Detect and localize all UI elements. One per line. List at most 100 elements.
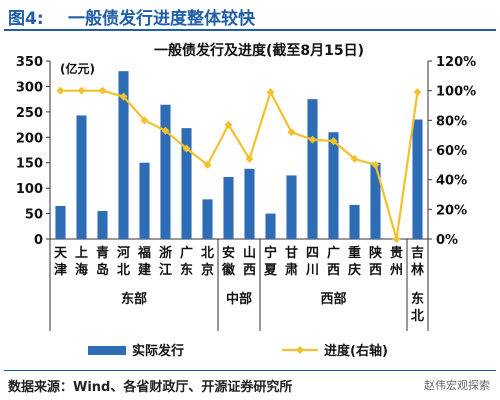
category-label-17: 吉 bbox=[411, 246, 424, 261]
bar-14 bbox=[349, 204, 360, 239]
right-tick-label: 80% bbox=[436, 114, 467, 129]
progress-marker-4 bbox=[140, 116, 149, 125]
category-label-2: 岛 bbox=[96, 262, 109, 278]
category-label-12: 川 bbox=[305, 263, 319, 278]
figure-header: 图4: 一般债发行进度整体较快 bbox=[0, 0, 500, 31]
category-label-16: 州 bbox=[389, 263, 403, 278]
watermark: 赵伟宏观探索 bbox=[424, 379, 490, 392]
source-note: 数据来源：Wind、各省财政厅、开源证券研究所 bbox=[8, 380, 293, 395]
bar-11 bbox=[286, 175, 297, 239]
group-label: 中部 bbox=[226, 291, 252, 307]
chart-title: 一般债发行及进度(截至8月15日) bbox=[154, 42, 364, 59]
category-label-13: 广 bbox=[327, 245, 340, 261]
category-label-13: 西 bbox=[327, 263, 340, 278]
category-label-1: 上 bbox=[75, 246, 88, 261]
left-tick-label: 300 bbox=[16, 80, 43, 95]
category-label-16: 贵 bbox=[390, 245, 403, 261]
category-label-14: 庆 bbox=[347, 262, 361, 278]
bar-1 bbox=[76, 115, 87, 239]
left-tick-label: 200 bbox=[16, 131, 43, 146]
category-label-6: 广 bbox=[180, 245, 193, 261]
category-label-10: 宁 bbox=[264, 245, 277, 261]
progress-line bbox=[60, 89, 419, 240]
group-label: 东 bbox=[411, 291, 424, 307]
bar-9 bbox=[244, 168, 255, 239]
left-tick-label: 50 bbox=[25, 208, 43, 223]
category-label-8: 徽 bbox=[221, 262, 236, 278]
bar-3 bbox=[118, 71, 129, 240]
group-label: 西部 bbox=[320, 291, 346, 307]
category-label-7: 京 bbox=[201, 262, 214, 278]
category-label-7: 北 bbox=[201, 246, 214, 261]
category-label-5: 浙 bbox=[159, 245, 172, 261]
left-tick-label: 150 bbox=[16, 157, 43, 172]
progress-marker-7 bbox=[203, 160, 212, 169]
progress-marker-3 bbox=[119, 92, 128, 101]
progress-marker-6 bbox=[182, 144, 191, 153]
category-label-17: 林 bbox=[411, 262, 424, 278]
progress-marker-12 bbox=[308, 135, 317, 144]
bar-2 bbox=[97, 211, 108, 239]
category-label-1: 海 bbox=[75, 262, 88, 278]
right-tick-label: 100% bbox=[436, 85, 476, 100]
progress-marker-14 bbox=[350, 154, 359, 163]
progress-marker-11 bbox=[287, 128, 296, 137]
progress-marker-0 bbox=[56, 86, 65, 95]
legend-bar-label: 实际发行 bbox=[132, 343, 184, 359]
bar-6 bbox=[181, 128, 192, 239]
category-label-10: 夏 bbox=[263, 263, 278, 278]
bar-4 bbox=[139, 162, 150, 239]
category-label-4: 福 bbox=[137, 245, 151, 261]
right-tick-label: 0% bbox=[436, 233, 458, 248]
category-label-6: 东 bbox=[180, 262, 193, 278]
category-label-15: 西 bbox=[369, 263, 382, 278]
progress-marker-17 bbox=[413, 88, 422, 97]
left-tick-label: 100 bbox=[16, 182, 43, 197]
legend-line-label: 进度(右轴) bbox=[324, 343, 388, 359]
category-label-3: 河 bbox=[117, 245, 130, 261]
category-label-0: 天 bbox=[54, 246, 68, 261]
right-tick-label: 60% bbox=[436, 144, 467, 159]
figure-title: 一般债发行进度整体较快 bbox=[68, 9, 255, 29]
bar-7 bbox=[202, 199, 213, 239]
progress-marker-8 bbox=[224, 120, 233, 129]
bar-10 bbox=[265, 213, 276, 239]
category-label-14: 重 bbox=[348, 245, 361, 261]
group-label: 北 bbox=[411, 309, 424, 324]
left-tick-label: 350 bbox=[16, 55, 43, 70]
bar-5 bbox=[160, 104, 171, 239]
progress-marker-5 bbox=[161, 126, 170, 135]
figure-label: 图4: bbox=[8, 9, 44, 29]
bar-17 bbox=[412, 119, 423, 239]
bar-13 bbox=[328, 132, 339, 239]
header-rule bbox=[4, 29, 496, 31]
left-tick-label: 250 bbox=[16, 106, 43, 121]
category-label-9: 山 bbox=[243, 245, 256, 261]
right-tick-label: 20% bbox=[436, 203, 467, 218]
bar-0 bbox=[55, 205, 66, 239]
category-label-4: 建 bbox=[138, 262, 151, 278]
category-label-5: 江 bbox=[159, 262, 172, 278]
category-label-2: 青 bbox=[96, 245, 109, 261]
legend-line-marker bbox=[296, 346, 304, 354]
bar-15 bbox=[370, 162, 381, 239]
category-label-15: 陕 bbox=[369, 245, 383, 261]
left-tick-label: 0 bbox=[34, 233, 43, 248]
right-tick-label: 40% bbox=[436, 174, 467, 189]
category-label-8: 安 bbox=[222, 245, 235, 261]
category-label-0: 津 bbox=[54, 262, 67, 278]
right-tick-label: 120% bbox=[436, 55, 476, 70]
chart-area: 一般债发行及进度(截至8月15日) (亿元) 0 50 100 150 200 250 300 3… bbox=[16, 42, 476, 359]
footer-rule bbox=[4, 370, 496, 371]
figure-footer: 数据来源：Wind、各省财政厅、开源证券研究所 赵伟宏观探索 bbox=[0, 370, 500, 400]
progress-marker-16 bbox=[392, 235, 401, 243]
group-label: 东部 bbox=[121, 291, 147, 307]
category-label-9: 西 bbox=[243, 263, 256, 278]
progress-marker-10 bbox=[266, 88, 275, 97]
category-label-12: 四 bbox=[306, 246, 319, 261]
progress-marker-13 bbox=[329, 137, 338, 146]
bar-12 bbox=[307, 99, 318, 240]
progress-marker-1 bbox=[77, 86, 86, 95]
progress-marker-15 bbox=[371, 160, 380, 169]
progress-marker-9 bbox=[245, 154, 254, 163]
